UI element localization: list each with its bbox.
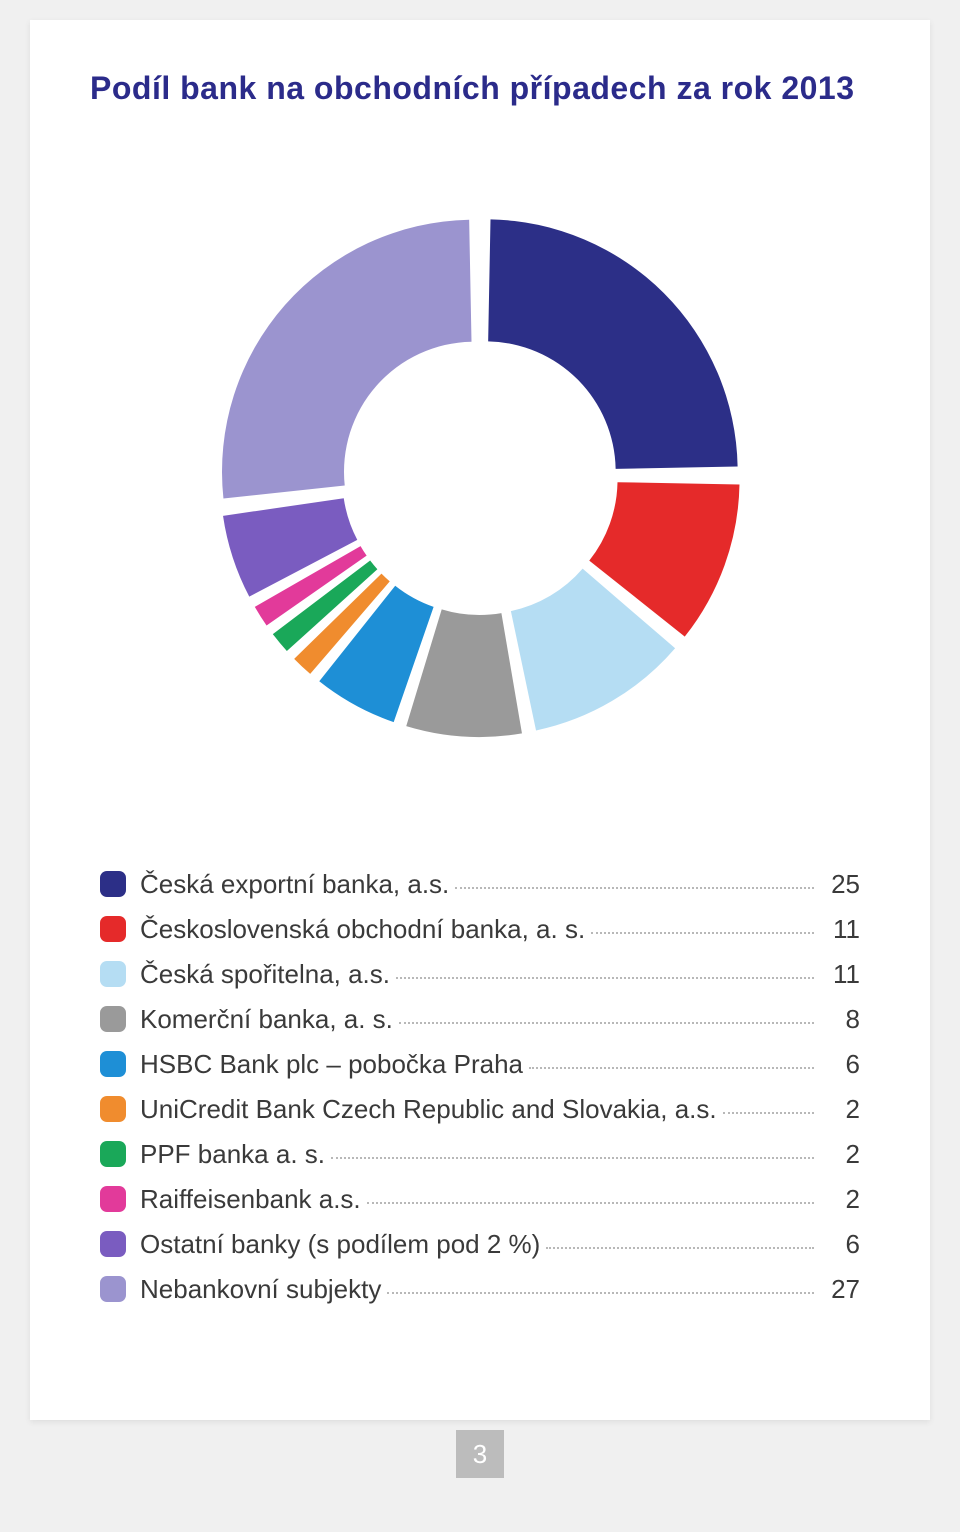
donut-slice	[488, 219, 737, 468]
legend-leader-dots	[331, 1157, 814, 1159]
legend-leader-dots	[399, 1022, 814, 1024]
legend-row: Komerční banka, a. s. 8	[100, 1002, 860, 1035]
legend-swatch	[100, 1231, 126, 1257]
report-page: Podíl bank na obchodních případech za ro…	[30, 20, 930, 1420]
legend-value: 2	[820, 1094, 860, 1125]
legend-label: Komerční banka, a. s.	[140, 1004, 393, 1035]
legend-leader-dots	[546, 1247, 814, 1249]
legend-leader-dots	[529, 1067, 814, 1069]
legend-value: 2	[820, 1139, 860, 1170]
legend-label: PPF banka a. s.	[140, 1139, 325, 1170]
legend-swatch	[100, 1096, 126, 1122]
legend-row: Československá obchodní banka, a. s. 11	[100, 912, 860, 945]
legend-leader-dots	[591, 932, 814, 934]
legend-row: Česká spořitelna, a.s. 11	[100, 957, 860, 990]
legend-leader-dots	[723, 1112, 814, 1114]
legend-swatch	[100, 916, 126, 942]
legend-leader-dots	[387, 1292, 814, 1294]
page-number-badge: 3	[456, 1430, 504, 1478]
legend-value: 11	[820, 914, 860, 945]
legend-value: 6	[820, 1049, 860, 1080]
legend-row: Nebankovní subjekty 27	[100, 1272, 860, 1305]
page-number: 3	[473, 1439, 487, 1470]
legend-swatch	[100, 1276, 126, 1302]
legend-label: Ostatní banky (s podílem pod 2 %)	[140, 1229, 540, 1260]
legend-row: Raiffeisenbank a.s. 2	[100, 1182, 860, 1215]
legend-swatch	[100, 1006, 126, 1032]
legend-value: 6	[820, 1229, 860, 1260]
legend-value: 8	[820, 1004, 860, 1035]
legend-value: 2	[820, 1184, 860, 1215]
legend-value: 11	[820, 959, 860, 990]
donut-slice	[223, 498, 357, 596]
chart-legend: Česká exportní banka, a.s. 25 Českoslovens…	[100, 867, 860, 1305]
legend-label: Nebankovní subjekty	[140, 1274, 381, 1305]
legend-swatch	[100, 1186, 126, 1212]
legend-row: PPF banka a. s. 2	[100, 1137, 860, 1170]
legend-label: HSBC Bank plc – pobočka Praha	[140, 1049, 523, 1080]
legend-leader-dots	[455, 887, 814, 889]
donut-chart-svg	[200, 197, 760, 757]
donut-slice	[222, 220, 472, 499]
legend-swatch	[100, 1141, 126, 1167]
legend-value: 27	[820, 1274, 860, 1305]
legend-row: HSBC Bank plc – pobočka Praha 6	[100, 1047, 860, 1080]
legend-leader-dots	[367, 1202, 814, 1204]
legend-swatch	[100, 871, 126, 897]
legend-label: Československá obchodní banka, a. s.	[140, 914, 585, 945]
legend-label: Česká spořitelna, a.s.	[140, 959, 390, 990]
legend-swatch	[100, 1051, 126, 1077]
legend-row: Česká exportní banka, a.s. 25	[100, 867, 860, 900]
legend-value: 25	[820, 869, 860, 900]
legend-leader-dots	[396, 977, 814, 979]
legend-row: Ostatní banky (s podílem pod 2 %) 6	[100, 1227, 860, 1260]
legend-swatch	[100, 961, 126, 987]
page-title: Podíl bank na obchodních případech za ro…	[90, 70, 870, 107]
legend-label: Česká exportní banka, a.s.	[140, 869, 449, 900]
legend-row: UniCredit Bank Czech Republic and Slovak…	[100, 1092, 860, 1125]
legend-label: UniCredit Bank Czech Republic and Slovak…	[140, 1094, 717, 1125]
donut-chart	[200, 197, 760, 757]
legend-label: Raiffeisenbank a.s.	[140, 1184, 361, 1215]
